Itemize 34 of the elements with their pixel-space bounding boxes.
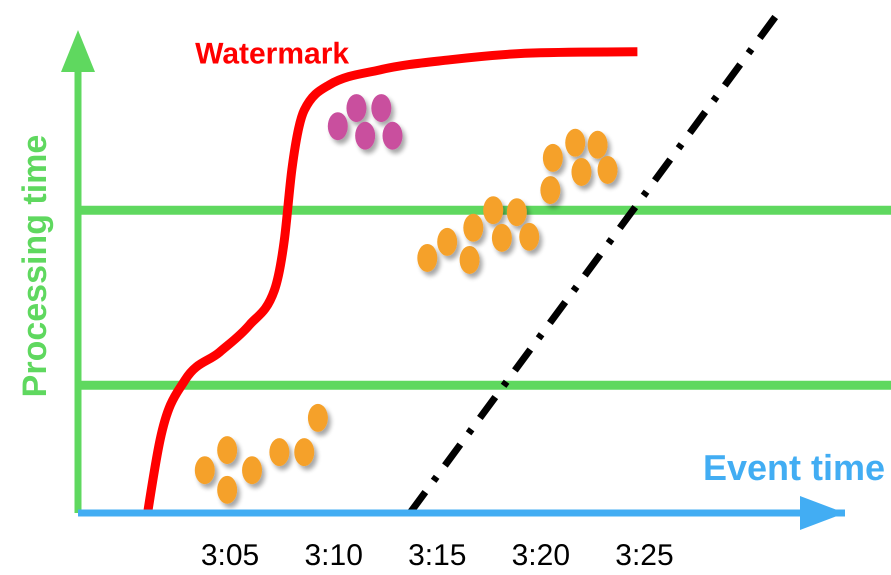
x-tick-label: 3:15 (408, 539, 466, 572)
point (194, 456, 215, 484)
x-axis-title: Event time (702, 447, 885, 488)
point (542, 144, 563, 172)
point (588, 130, 608, 159)
x-tick-label: 3:05 (200, 539, 260, 572)
point (483, 196, 504, 224)
point (382, 122, 403, 150)
point (217, 436, 238, 464)
point (598, 156, 618, 184)
series-label: Watermark (195, 38, 350, 71)
point (506, 198, 527, 226)
point (355, 122, 376, 150)
point (308, 404, 328, 432)
point (294, 438, 314, 466)
point (328, 112, 348, 140)
point (417, 244, 438, 272)
point (217, 476, 238, 504)
y-axis-title: Processing time (16, 134, 54, 398)
x-tick-label: 3:20 (512, 539, 570, 572)
point (519, 222, 540, 251)
point (565, 128, 586, 157)
x-tick-label: 3:25 (615, 539, 674, 572)
point (460, 246, 480, 274)
point (571, 158, 592, 186)
point (242, 456, 262, 484)
point (540, 176, 560, 204)
point (492, 224, 512, 252)
point (269, 438, 290, 466)
point (437, 228, 458, 256)
point (371, 94, 392, 122)
x-tick-label: 3:10 (304, 539, 363, 572)
point (346, 94, 366, 122)
point (463, 214, 484, 242)
